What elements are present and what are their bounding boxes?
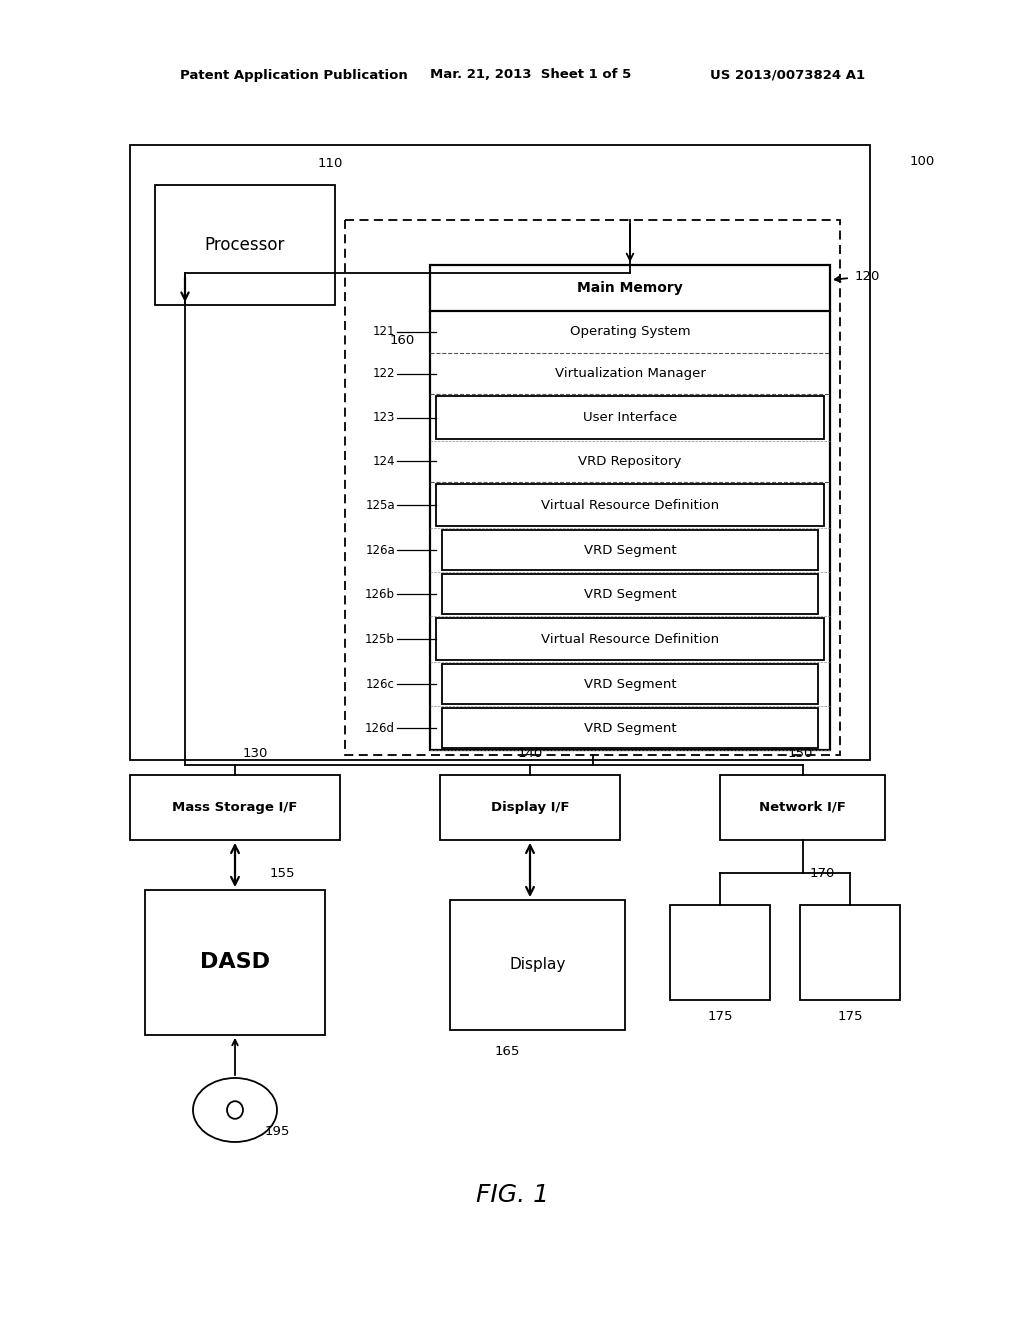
Text: 126c: 126c [367,677,395,690]
Ellipse shape [227,1101,243,1119]
Bar [155,185,335,305]
Text: FIG. 1: FIG. 1 [475,1183,549,1206]
Bar [436,396,824,438]
Text: 175: 175 [838,1010,863,1023]
Text: 160: 160 [390,334,416,346]
Text: 140: 140 [517,747,543,760]
Text: Virtual Resource Definition: Virtual Resource Definition [541,632,719,645]
Text: VRD Segment: VRD Segment [584,544,676,557]
Bar [145,890,325,1035]
Bar [440,775,620,840]
Text: VRD Repository: VRD Repository [579,455,682,467]
Bar [345,220,840,755]
Bar [130,775,340,840]
Bar [800,906,900,1001]
Text: 195: 195 [265,1125,291,1138]
Text: 122: 122 [373,367,395,380]
Bar [130,145,870,760]
Text: 165: 165 [495,1045,520,1059]
Text: 130: 130 [243,747,267,760]
Text: 125b: 125b [366,632,395,645]
Bar [450,900,625,1030]
Text: 170: 170 [810,867,836,880]
Bar [430,265,830,750]
Text: Virtualization Manager: Virtualization Manager [555,367,706,380]
Text: Operating System: Operating System [569,326,690,338]
Bar [442,531,818,570]
Text: VRD Segment: VRD Segment [584,587,676,601]
Ellipse shape [193,1078,278,1142]
Text: 150: 150 [787,747,813,760]
Text: 126a: 126a [366,544,395,557]
Bar [436,484,824,527]
Text: 125a: 125a [366,499,395,512]
Text: Processor: Processor [205,236,286,253]
Text: Virtual Resource Definition: Virtual Resource Definition [541,499,719,512]
Text: User Interface: User Interface [583,411,677,424]
Text: Mass Storage I/F: Mass Storage I/F [172,801,298,814]
Text: 121: 121 [373,326,395,338]
Text: 123: 123 [373,411,395,424]
Text: VRD Segment: VRD Segment [584,677,676,690]
Text: Patent Application Publication: Patent Application Publication [180,69,408,82]
Bar [670,906,770,1001]
Text: Mar. 21, 2013  Sheet 1 of 5: Mar. 21, 2013 Sheet 1 of 5 [430,69,631,82]
Text: Display: Display [509,957,565,973]
Text: US 2013/0073824 A1: US 2013/0073824 A1 [710,69,865,82]
Text: Main Memory: Main Memory [578,281,683,296]
Bar [442,708,818,748]
Text: 124: 124 [373,455,395,467]
Text: DASD: DASD [200,953,270,973]
Bar [720,775,885,840]
Bar [442,574,818,614]
Bar [442,664,818,704]
Text: Network I/F: Network I/F [759,801,846,814]
Text: VRD Segment: VRD Segment [584,722,676,734]
Text: 175: 175 [708,1010,733,1023]
Text: 110: 110 [317,157,343,170]
Text: Display I/F: Display I/F [490,801,569,814]
Text: 120: 120 [855,271,881,282]
Text: 126b: 126b [365,587,395,601]
Text: 155: 155 [270,867,296,880]
Text: 126d: 126d [365,722,395,734]
Text: 100: 100 [910,154,935,168]
Bar [436,618,824,660]
